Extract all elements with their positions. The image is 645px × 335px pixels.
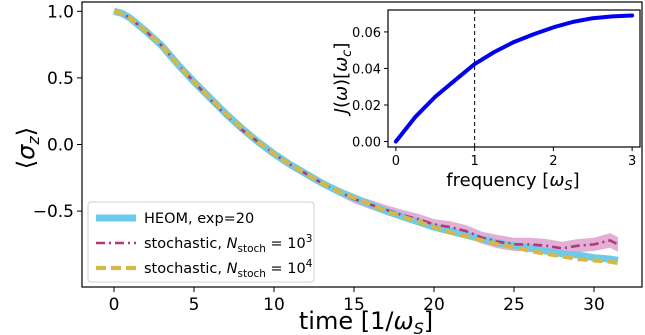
inset-x-tick-label: 3 [628, 154, 636, 169]
inset-y-axis-label: J(ω)[ωc] [331, 43, 355, 117]
inset-y-tick-label: 0.06 [352, 26, 381, 41]
main-y-ticks: 1.0 0.5 0.0 −0.5 [33, 2, 82, 222]
main-y-axis-label: ⟨σz⟩ [12, 127, 43, 169]
y-tick-label: 0.5 [47, 69, 74, 89]
inset-x-ticks: 0 1 2 3 [392, 147, 636, 169]
x-tick-label: 15 [343, 295, 365, 315]
inset-y-tick-label: 0.02 [352, 99, 381, 114]
y-tick-label: −0.5 [33, 202, 74, 222]
legend-label: HEOM, exp=20 [144, 211, 254, 227]
x-tick-label: 0 [109, 295, 120, 315]
y-tick-label: 0.0 [47, 136, 74, 156]
y-tick-label: 1.0 [47, 2, 74, 22]
x-tick-label: 5 [189, 295, 200, 315]
inset-plot: 0 1 2 3 0.00 0.02 0.04 0.06 frequency [ωS] J(ω… [331, 9, 641, 194]
x-tick-label: 20 [423, 295, 445, 315]
x-tick-label: 10 [263, 295, 285, 315]
inset-series [393, 10, 635, 147]
legend-box [87, 201, 315, 283]
main-series-lines [113, 7, 619, 266]
x-tick-label: 25 [503, 295, 525, 315]
main-plot: 0 5 10 15 20 25 30 1.00.50.0−0.5 time [1/ωS] ⟨… [12, 1, 643, 335]
inset-y-ticks: 0.00 0.02 0.04 0.06 [352, 26, 388, 151]
inset-x-axis-label: frequency [ωS] [446, 170, 579, 194]
legend: HEOM, exp=20 stochastic, Nstoch = 103 stoc… [87, 201, 315, 283]
inset-x-tick-label: 0 [392, 154, 400, 169]
main-x-axis-label: time [1/ωS] [299, 307, 433, 335]
inset-y-tick-label: 0.00 [352, 136, 381, 151]
main-x-ticks: 0 5 10 15 20 25 30 [109, 287, 605, 315]
inset-x-tick-label: 1 [470, 154, 478, 169]
legend-label: stochastic, Nstoch = 104 [144, 258, 313, 280]
inset-x-tick-label: 2 [549, 154, 557, 169]
legend-label: stochastic, Nstoch = 103 [144, 233, 312, 255]
x-tick-label: 30 [583, 295, 605, 315]
inset-y-tick-label: 0.04 [352, 62, 381, 77]
spectral-density-curve [393, 13, 635, 144]
series-line-3 [113, 9, 619, 266]
inset-axes-frame [387, 9, 641, 148]
